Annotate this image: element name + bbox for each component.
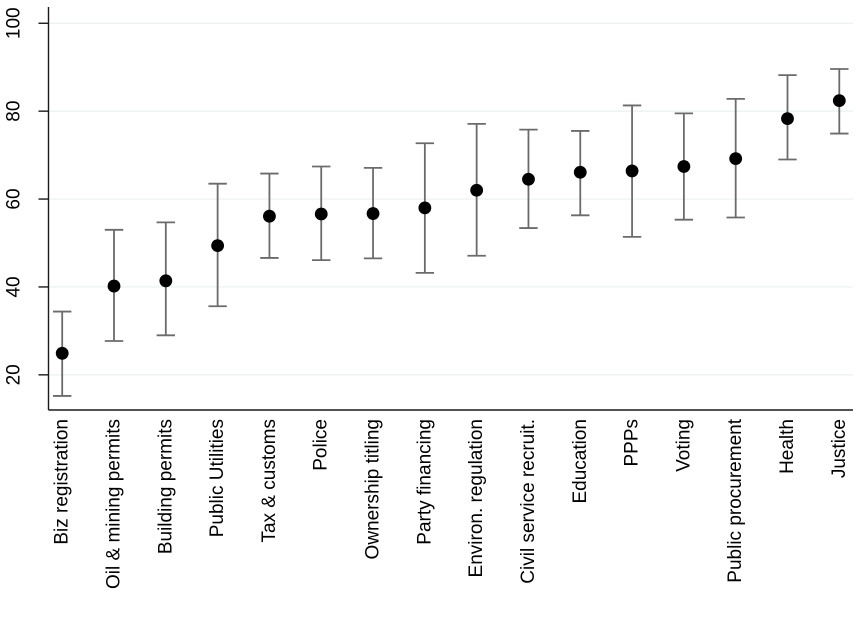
estimate-dot bbox=[366, 207, 380, 220]
estimate-dot bbox=[573, 165, 587, 179]
estimate-dot bbox=[470, 183, 484, 197]
y-tick-label: 80 bbox=[4, 101, 25, 122]
estimate-dot bbox=[263, 209, 276, 223]
estimate-dot bbox=[418, 201, 432, 215]
x-category-label: PPPs bbox=[622, 419, 643, 467]
y-tick-label: 40 bbox=[4, 276, 25, 297]
x-category-label: Building permits bbox=[155, 419, 176, 554]
estimate-dot bbox=[159, 274, 173, 288]
x-category-label: Voting bbox=[673, 419, 694, 472]
estimate-dot bbox=[211, 239, 225, 253]
x-category-label: Police bbox=[311, 419, 332, 471]
estimate-dot bbox=[55, 346, 69, 360]
estimate-dot bbox=[625, 164, 639, 178]
y-tick-label: 60 bbox=[4, 188, 25, 209]
x-category-label: Public Utilities bbox=[207, 419, 228, 537]
x-category-label: Biz registration bbox=[52, 419, 73, 545]
estimate-dot bbox=[314, 207, 328, 221]
estimate-dot bbox=[677, 160, 691, 173]
x-category-label: Education bbox=[570, 419, 591, 504]
x-category-label: Party financing bbox=[414, 419, 435, 545]
estimate-dot bbox=[729, 152, 743, 166]
x-category-label: Public procurement bbox=[725, 418, 746, 582]
x-category-label: Ownership titling bbox=[363, 419, 384, 559]
x-category-label: Environ. regulation bbox=[466, 419, 487, 577]
estimate-dot bbox=[832, 94, 846, 108]
x-category-label: Oil & mining permits bbox=[104, 419, 125, 589]
x-category-label: Tax & customs bbox=[259, 419, 280, 543]
y-tick-label: 20 bbox=[4, 364, 25, 385]
estimate-dot bbox=[107, 279, 121, 293]
estimate-dot bbox=[781, 112, 794, 126]
x-category-label: Justice bbox=[829, 419, 850, 478]
estimate-dot bbox=[522, 172, 535, 186]
x-category-label: Health bbox=[777, 419, 798, 474]
y-tick-label: 100 bbox=[4, 7, 25, 39]
x-category-label: Civil service recruit. bbox=[518, 419, 539, 584]
